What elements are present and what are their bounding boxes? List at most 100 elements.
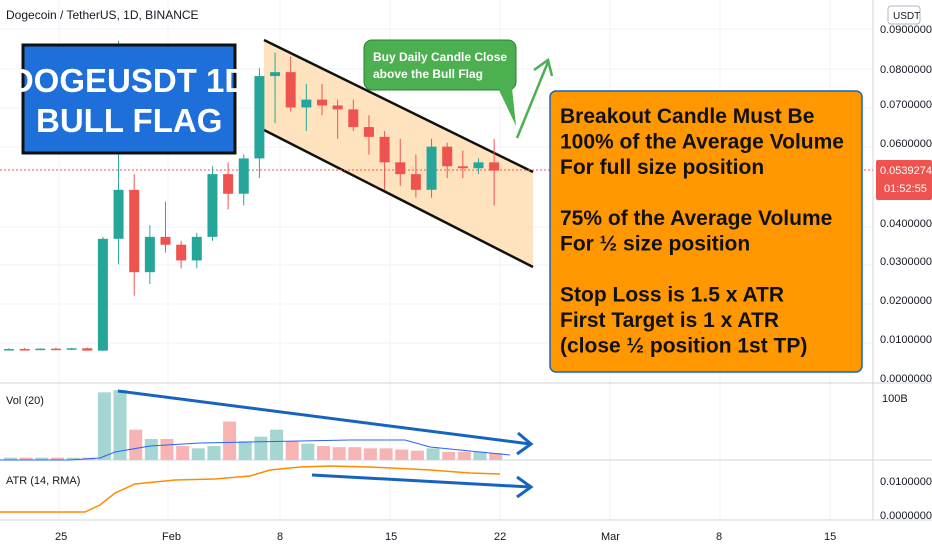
- breakout-arrow[interactable]: [515, 57, 554, 139]
- atr-trend-arrow[interactable]: [311, 473, 534, 499]
- volume-bar: [254, 436, 268, 460]
- volume-bar: [50, 457, 64, 460]
- volume-bar: [379, 448, 393, 460]
- candle-body: [457, 166, 468, 169]
- candle-body: [489, 162, 500, 171]
- volume-bar: [223, 421, 237, 460]
- volume-bar: [270, 429, 284, 460]
- title-line-2: BULL FLAG: [36, 102, 222, 139]
- time-tick: Mar: [601, 531, 620, 543]
- volume-bar: [207, 446, 221, 460]
- time-tick: 8: [716, 531, 722, 543]
- candle-body: [144, 236, 155, 273]
- candle-body: [285, 72, 296, 108]
- symbol-title[interactable]: Dogecoin / TetherUS, 1D, BINANCE: [6, 8, 199, 22]
- candle-body: [113, 189, 124, 239]
- buy-callout[interactable]: Buy Daily Candle Close above the Bull Fl…: [363, 39, 517, 126]
- candle-body: [19, 349, 30, 351]
- flag-upper-trendline[interactable]: [263, 38, 534, 174]
- volume-bar: [191, 448, 205, 460]
- candle-body: [379, 136, 390, 163]
- price-tick: 0.0900000: [880, 24, 932, 36]
- volume-bar: [176, 446, 190, 460]
- volume-bar: [473, 451, 487, 460]
- volume-bar: [332, 447, 346, 460]
- volume-bar: [66, 457, 80, 460]
- price-tick: 0.0200000: [880, 295, 932, 307]
- candle-body: [35, 348, 46, 351]
- current-price: 0.0539274: [880, 165, 932, 177]
- rule-text-line: Stop Loss is 1.5 x ATR: [560, 284, 784, 307]
- volume-bar: [285, 441, 299, 460]
- volume-series: [4, 390, 503, 460]
- volume-bar: [410, 450, 424, 460]
- time-tick: 22: [494, 531, 506, 543]
- atr-line: [0, 465, 501, 513]
- rule-text-line: Breakout Candle Must Be: [560, 105, 814, 128]
- price-tick: 0.0400000: [880, 218, 932, 230]
- candle-body: [207, 174, 218, 237]
- time-tick: 15: [385, 531, 397, 543]
- candle-body: [223, 174, 234, 194]
- price-tick: 0.0700000: [880, 99, 932, 111]
- atr-pane-label[interactable]: ATR (14, RMA): [6, 475, 80, 487]
- volume-bar: [160, 439, 174, 460]
- rules-annotation[interactable]: Breakout Candle Must Be 100% of the Avera…: [549, 90, 863, 373]
- atr-tick: 0.0000000: [880, 510, 932, 522]
- rule-text-line: 75% of the Average Volume: [560, 207, 832, 230]
- candle-body: [317, 99, 327, 106]
- rule-text-line: For full size position: [560, 156, 764, 179]
- candle-body: [426, 146, 437, 190]
- time-tick: 8: [277, 531, 283, 543]
- callout-line-1: Buy Daily Candle Close: [373, 50, 507, 64]
- title-annotation[interactable]: DOGEUSDT 1D BULL FLAG: [10, 43, 248, 155]
- candle-body: [410, 174, 421, 190]
- volume-pane-label[interactable]: Vol (20): [6, 395, 44, 407]
- time-tick: Feb: [162, 531, 181, 543]
- candle-body: [176, 244, 187, 261]
- volume-bar: [489, 453, 503, 460]
- candle-body: [473, 162, 484, 169]
- candle-body: [97, 238, 108, 351]
- volume-bar: [19, 457, 33, 460]
- atr-tick: 0.0100000: [880, 476, 932, 488]
- candlestick-series: [4, 40, 500, 352]
- volume-ma-line: [0, 439, 511, 461]
- rule-text-line: For ½ size position: [560, 233, 750, 256]
- candle-body: [238, 158, 249, 194]
- price-tick: 0.0300000: [880, 256, 932, 268]
- volume-bar: [301, 443, 315, 460]
- volume-bar: [113, 390, 127, 460]
- bull-flag-channel: [264, 40, 533, 267]
- candle-body: [254, 76, 265, 159]
- volume-bar: [395, 449, 409, 460]
- candle-body: [332, 105, 343, 110]
- volume-bar: [426, 448, 440, 460]
- candle-body: [442, 146, 453, 167]
- volume-axis-label: 100B: [882, 393, 908, 405]
- currency-badge[interactable]: USDT: [887, 5, 921, 25]
- time-tick: 15: [824, 531, 836, 543]
- candle-body: [129, 189, 140, 273]
- volume-bar: [238, 441, 252, 460]
- candle-body: [301, 99, 312, 108]
- volume-trend-arrow[interactable]: [117, 389, 534, 456]
- rule-text-line: First Target is 1 x ATR: [560, 309, 779, 332]
- volume-bar: [363, 448, 377, 460]
- volume-bar: [348, 447, 362, 460]
- candle-body: [395, 162, 406, 175]
- time-tick: 25: [55, 531, 67, 543]
- title-line-1: DOGEUSDT 1D: [10, 62, 248, 99]
- volume-bar: [129, 429, 143, 460]
- volume-bar: [457, 451, 471, 460]
- candle-body: [348, 109, 359, 128]
- candle-body: [82, 348, 93, 351]
- current-price-label[interactable]: 0.0539274 01:52:55: [876, 160, 932, 200]
- candle-body: [50, 348, 61, 351]
- flag-lower-trendline[interactable]: [263, 128, 534, 269]
- callout-line-2: above the Bull Flag: [373, 67, 483, 81]
- volume-bar: [442, 451, 456, 460]
- volume-bar: [144, 439, 158, 460]
- price-tick: 0.0600000: [880, 138, 932, 150]
